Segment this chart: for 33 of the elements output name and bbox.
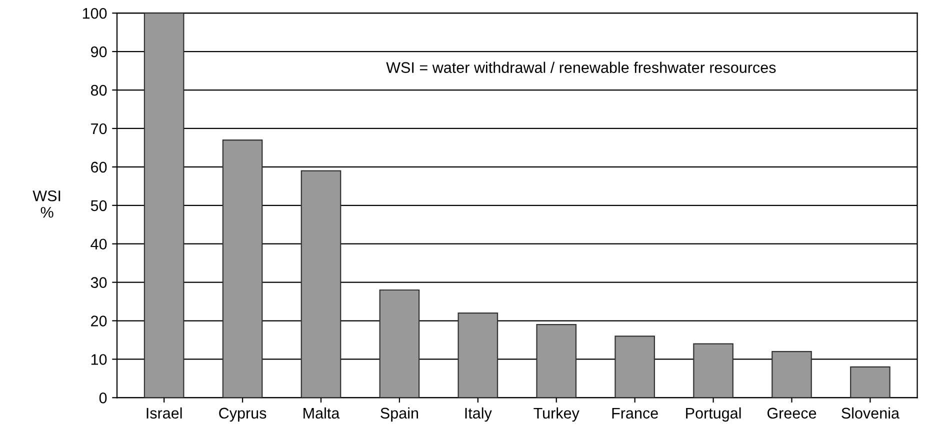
y-tick-label: 20 bbox=[91, 316, 107, 326]
y-tick-label: 90 bbox=[91, 46, 107, 58]
y-tick-label: 60 bbox=[91, 162, 107, 173]
x-tick-label: Turkey bbox=[534, 407, 580, 422]
y-axis-title: WSI % bbox=[32, 190, 60, 218]
bar bbox=[614, 336, 655, 398]
x-tick-label: Greece bbox=[767, 408, 816, 419]
bar bbox=[850, 366, 890, 398]
y-tick-label: 0 bbox=[99, 392, 107, 404]
x-tick-label: Cyprus bbox=[219, 408, 266, 422]
y-tick-label: 100 bbox=[82, 8, 107, 19]
x-tick-label: Israel bbox=[146, 407, 182, 419]
y-tick-label: 80 bbox=[90, 84, 107, 96]
x-tick-label: Slovenia bbox=[842, 407, 900, 419]
y-tick-label: 30 bbox=[90, 277, 107, 288]
y-tick-label: 50 bbox=[90, 200, 107, 212]
x-tick-label: Portugal bbox=[686, 407, 741, 422]
x-tick-label: France bbox=[612, 408, 658, 419]
y-tick-label: 10 bbox=[91, 354, 107, 365]
x-tick-label: Spain bbox=[380, 407, 418, 422]
bar bbox=[222, 139, 263, 398]
bar bbox=[458, 312, 498, 398]
y-tick-label: 40 bbox=[90, 238, 107, 250]
x-tick-label: Italy bbox=[465, 407, 492, 422]
x-tick-label: Malta bbox=[304, 407, 340, 419]
bar bbox=[693, 343, 734, 398]
annotation: WSI = water withdrawal / renewable freshwater resources bbox=[386, 62, 776, 73]
bar bbox=[772, 350, 812, 398]
bar bbox=[300, 170, 342, 398]
y-tick-label: 70 bbox=[91, 123, 107, 134]
bar bbox=[144, 13, 184, 398]
bar bbox=[379, 289, 420, 398]
bar bbox=[536, 324, 577, 398]
